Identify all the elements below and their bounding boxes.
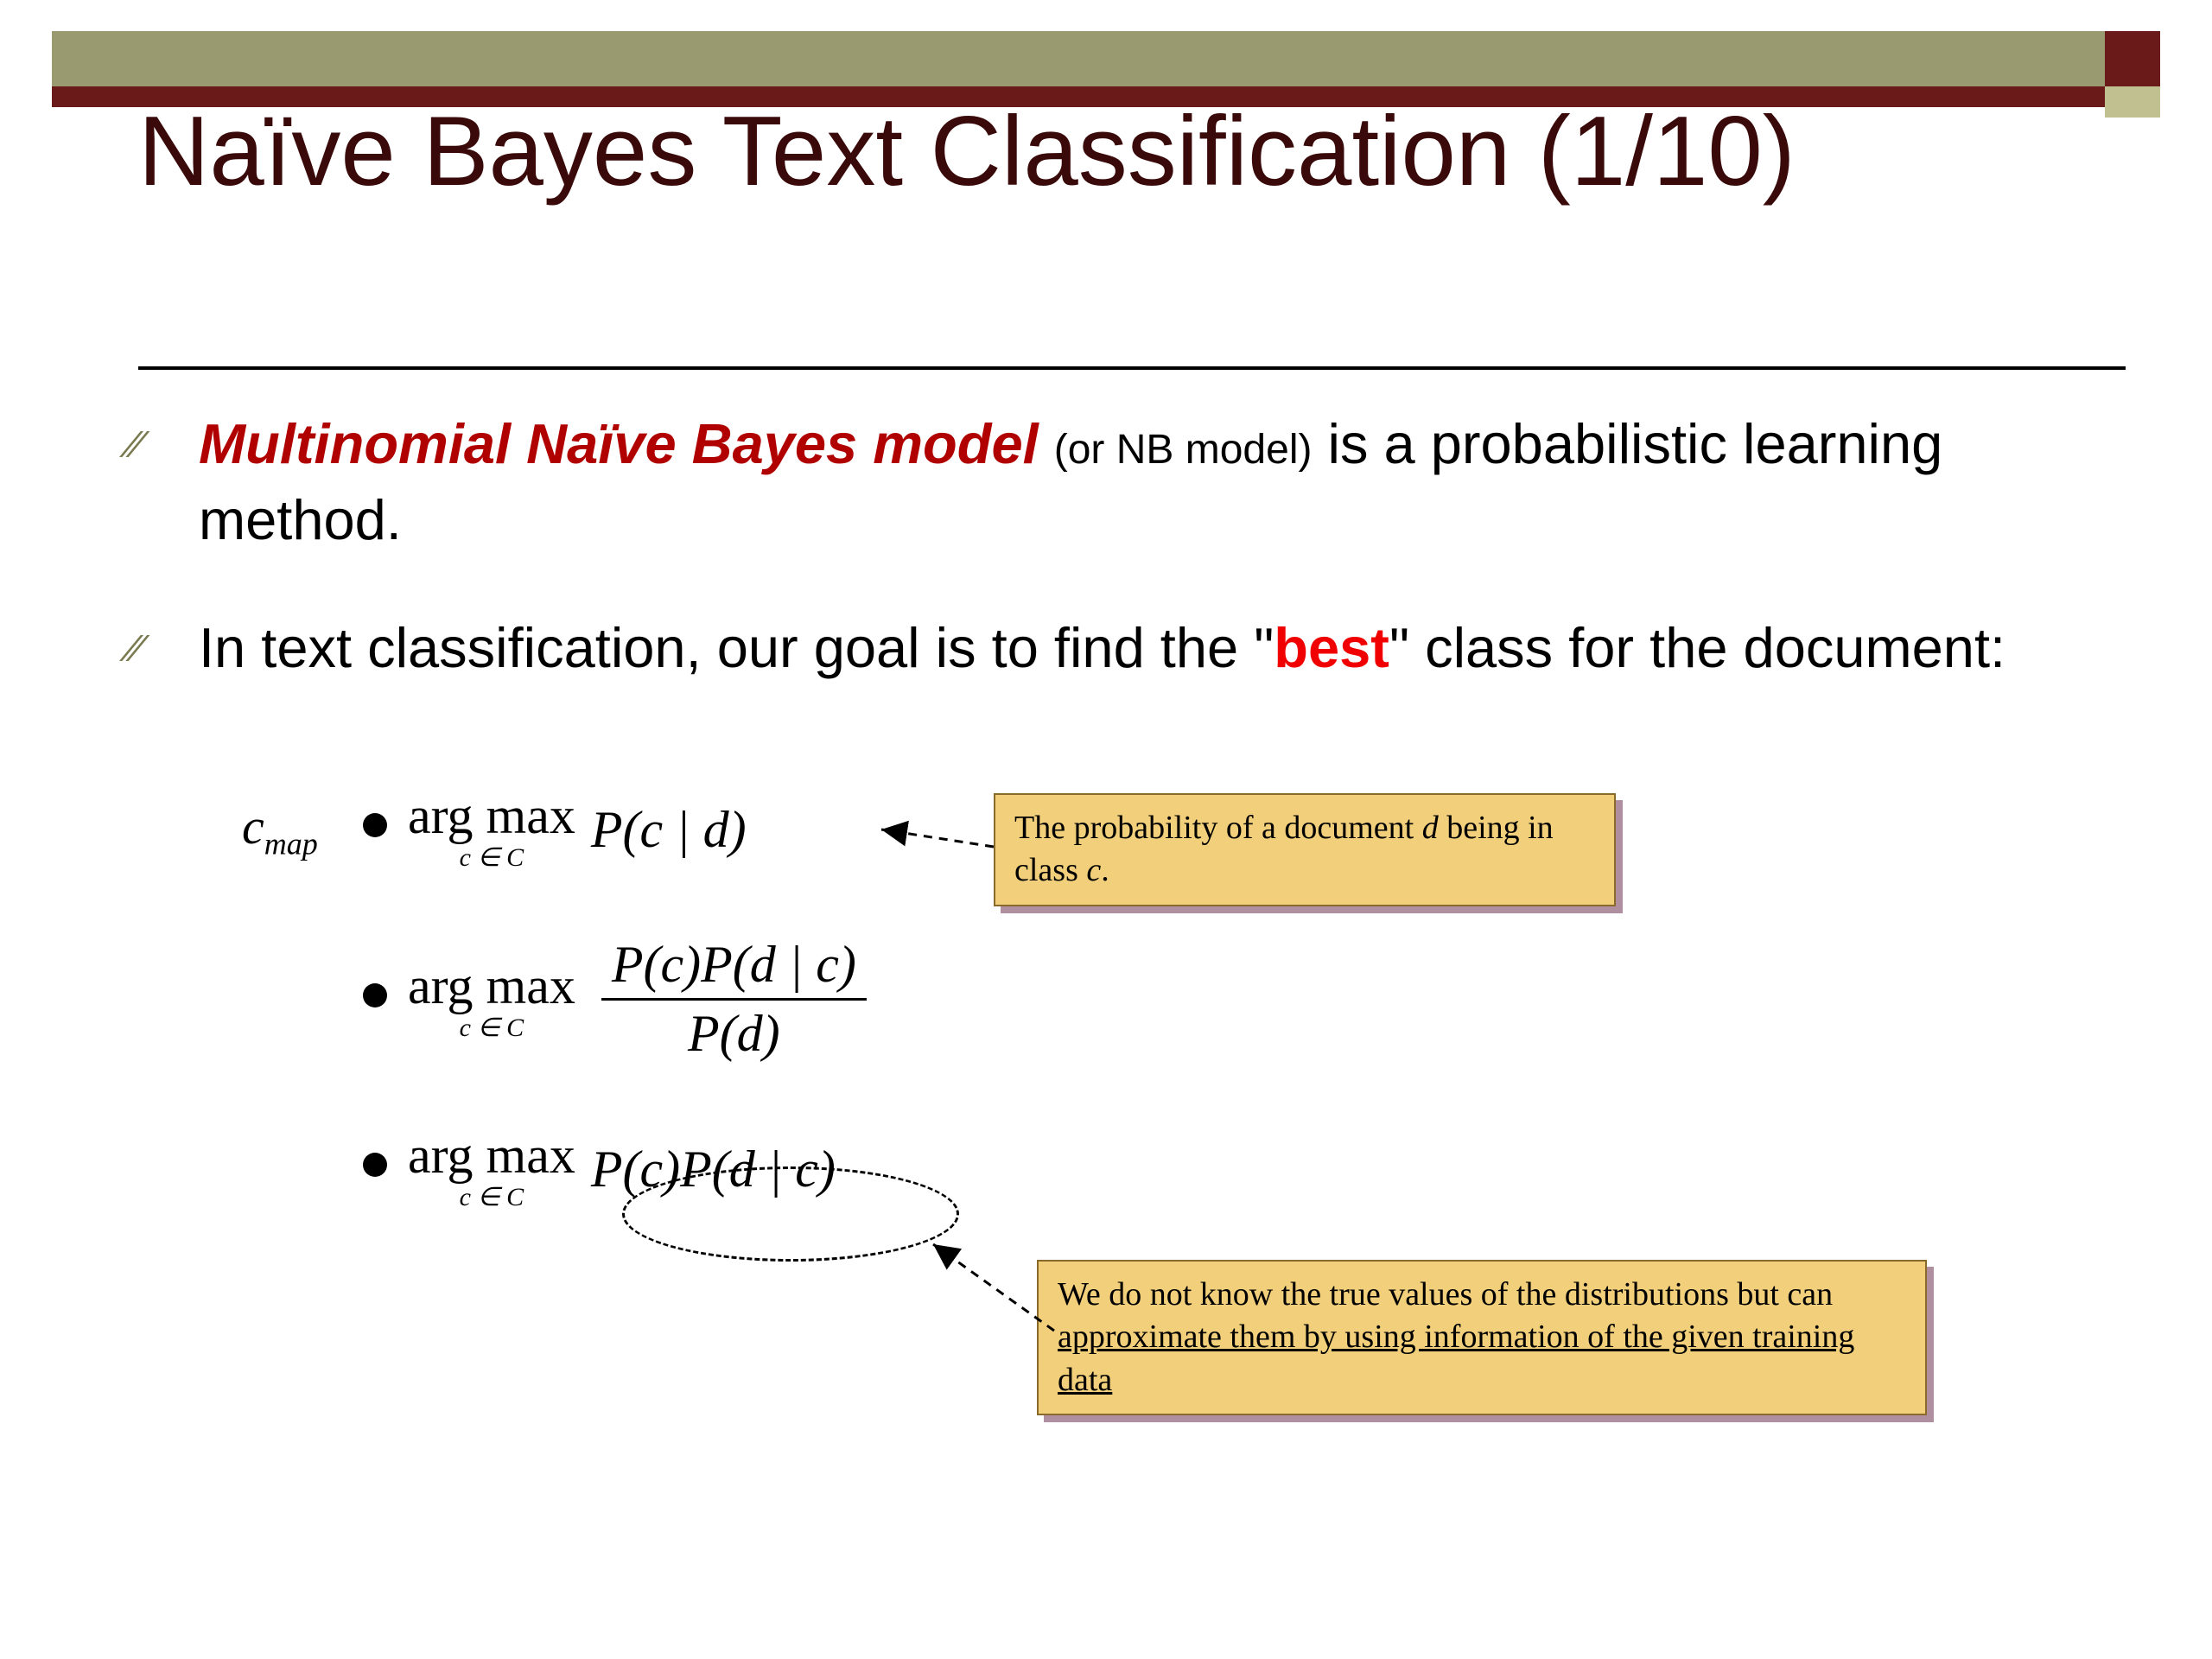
bullet-2-post: " class for the document: — [1389, 616, 2005, 679]
bullet-dot-icon — [363, 813, 387, 837]
argmax-3: arg max c ∈ C — [408, 1126, 575, 1212]
slide-title: Naïve Bayes Text Classification (1/10) — [138, 95, 2126, 208]
equation-3: arg max c ∈ C P(c)P(d | c) — [242, 1126, 2143, 1212]
title-underline — [138, 366, 2126, 370]
bullet-dot-icon — [363, 983, 387, 1007]
header-corner-dark — [2105, 31, 2160, 86]
arrow-2 — [916, 1218, 1175, 1391]
argmax-2: arg max c ∈ C — [408, 957, 575, 1043]
equation-2: arg max c ∈ C P(c)P(d | c) P(d) — [242, 935, 2143, 1064]
bullet-2: ⁄⁄ In text classification, our goal is t… — [130, 610, 2126, 686]
slide-body: ⁄⁄ Multinomial Naïve Bayes model (or NB … — [130, 406, 2126, 737]
bullet-dot-icon — [363, 1153, 387, 1177]
bullet-1-emphasis: Multinomial Naïve Bayes model — [199, 412, 1039, 475]
eq1-rhs: P(c | d) — [591, 800, 747, 860]
bullet-2-pre: In text classification, our goal is to f… — [199, 616, 1274, 679]
bullet-1: ⁄⁄ Multinomial Naïve Bayes model (or NB … — [130, 406, 2126, 558]
bullet-2-bold: best — [1274, 616, 1389, 679]
bullet-1-text: Multinomial Naïve Bayes model (or NB mod… — [199, 406, 2126, 558]
eq2-fraction: P(c)P(d | c) P(d) — [601, 935, 867, 1064]
bullet-2-text: In text classification, our goal is to f… — [199, 610, 2126, 686]
header-bar-olive — [52, 31, 2160, 86]
bullet-icon: ⁄⁄ — [130, 423, 199, 467]
argmax-1: arg max c ∈ C — [408, 786, 575, 873]
bullet-1-paren: (or NB model) — [1054, 427, 1313, 473]
eq-lhs: cmap — [242, 798, 363, 862]
bullet-icon: ⁄⁄ — [130, 627, 199, 671]
slide: Naïve Bayes Text Classification (1/10) ⁄… — [0, 0, 2212, 1659]
arrow-1 — [873, 795, 1132, 968]
highlight-ellipse — [622, 1166, 959, 1262]
